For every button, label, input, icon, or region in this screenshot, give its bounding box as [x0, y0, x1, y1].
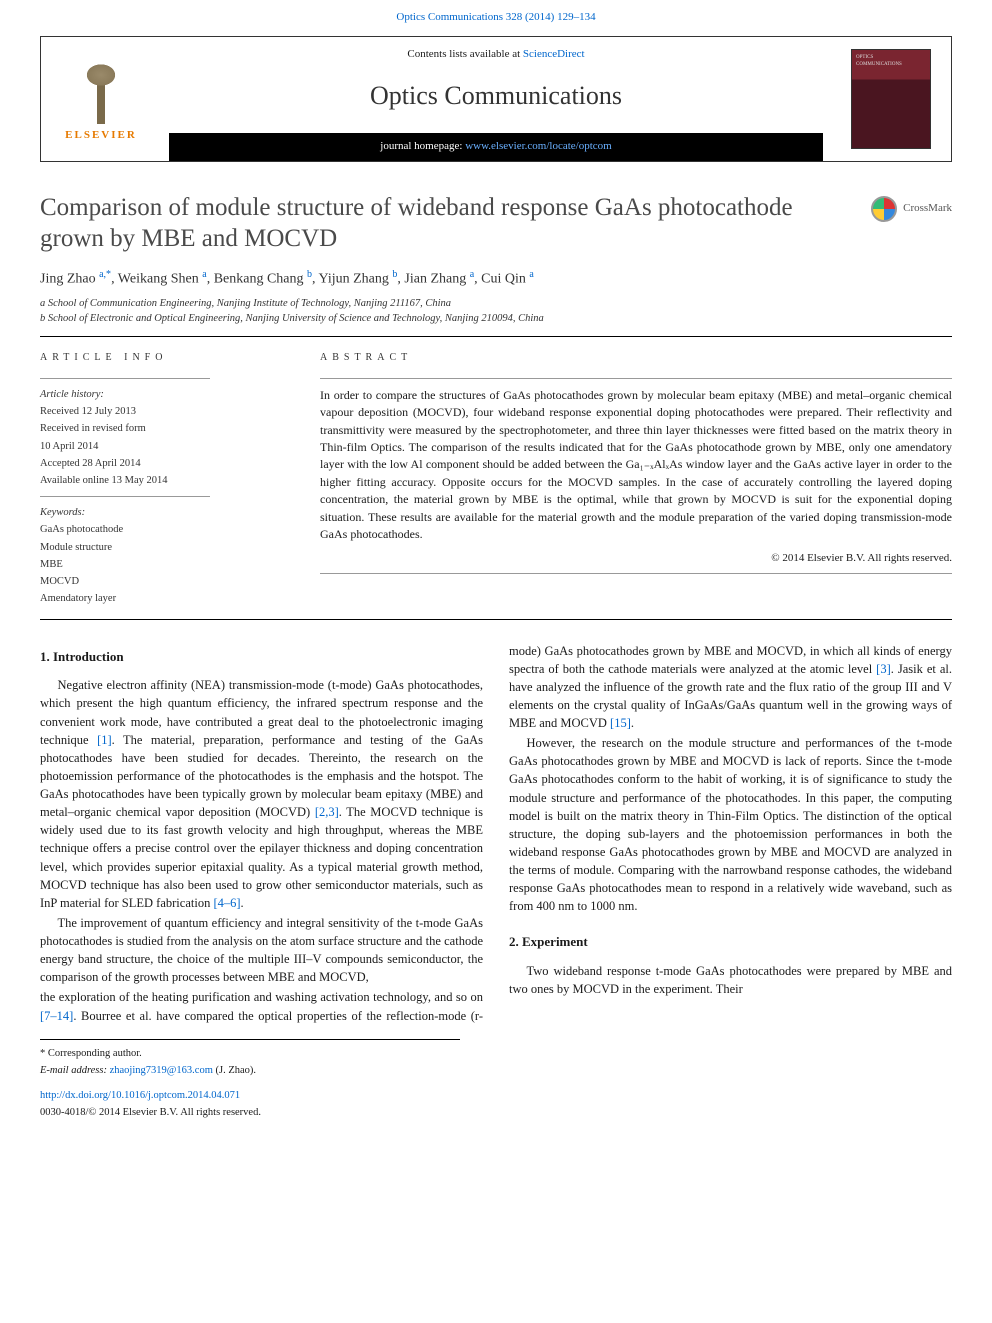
intro-para-2: The improvement of quantum efficiency an… [40, 914, 483, 987]
journal-cover-icon: OPTICS COMMUNICATIONS [851, 49, 931, 149]
history-received: Received 12 July 2013 [40, 404, 290, 419]
publisher-logo-cell: ELSEVIER [41, 37, 161, 161]
header-citation: Optics Communications 328 (2014) 129–134 [0, 0, 992, 30]
homepage-strip: journal homepage: www.elsevier.com/locat… [169, 133, 823, 161]
affiliation-b: b School of Electronic and Optical Engin… [40, 311, 952, 326]
rule-mid [40, 619, 952, 620]
article-info-heading: ARTICLE INFO [40, 351, 290, 366]
keyword-1: Module structure [40, 540, 290, 555]
abs-sep [320, 378, 952, 379]
keyword-2: MBE [40, 557, 290, 572]
affiliations: a School of Communication Engineering, N… [40, 296, 952, 326]
affiliation-a: a School of Communication Engineering, N… [40, 296, 952, 311]
info-sep-1 [40, 378, 210, 379]
history-label: Article history: [40, 387, 290, 402]
cover-label-bottom: COMMUNICATIONS [856, 61, 926, 68]
banner-center: Contents lists available at ScienceDirec… [161, 37, 831, 161]
journal-cover-cell: OPTICS COMMUNICATIONS [831, 37, 951, 161]
abstract-block: ABSTRACT In order to compare the structu… [320, 351, 952, 608]
journal-banner: ELSEVIER Contents lists available at Sci… [40, 36, 952, 162]
sciencedirect-link[interactable]: ScienceDirect [523, 48, 585, 60]
footer-block: * Corresponding author. E-mail address: … [40, 1039, 460, 1121]
article-info: ARTICLE INFO Article history: Received 1… [40, 351, 290, 608]
elsevier-name: ELSEVIER [65, 128, 137, 144]
journal-name: Optics Communications [169, 77, 823, 115]
email-suffix: (J. Zhao). [213, 1065, 256, 1076]
info-abstract-row: ARTICLE INFO Article history: Received 1… [40, 351, 952, 608]
header-citation-link[interactable]: Optics Communications 328 (2014) 129–134 [396, 11, 595, 23]
homepage-label: journal homepage: [380, 140, 465, 152]
history-revised-1: Received in revised form [40, 421, 290, 436]
keywords-label: Keywords: [40, 505, 290, 520]
authors-line: Jing Zhao a,*, Weikang Shen a, Benkang C… [40, 268, 952, 290]
keyword-0: GaAs photocathode [40, 522, 290, 537]
abstract-copyright: © 2014 Elsevier B.V. All rights reserved… [320, 551, 952, 567]
contents-line-text: Contents lists available at [407, 48, 522, 60]
elsevier-tree-icon [66, 54, 136, 124]
intro-para-4: However, the research on the module stru… [509, 734, 952, 915]
elsevier-logo[interactable]: ELSEVIER [65, 54, 137, 144]
crossmark-label: CrossMark [903, 201, 952, 217]
exp-para-1: Two wideband response t-mode GaAs photoc… [509, 962, 952, 998]
crossmark-widget[interactable]: CrossMark [871, 196, 952, 222]
history-revised-2: 10 April 2014 [40, 439, 290, 454]
rule-top [40, 336, 952, 337]
paper-title: Comparison of module structure of wideba… [40, 192, 952, 255]
info-sep-2 [40, 496, 210, 497]
contents-line: Contents lists available at ScienceDirec… [169, 47, 823, 63]
abs-sep-bottom [320, 573, 952, 574]
email-line: E-mail address: zhaojing7319@163.com (J.… [40, 1063, 460, 1078]
doi-link[interactable]: http://dx.doi.org/10.1016/j.optcom.2014.… [40, 1090, 240, 1101]
keyword-3: MOCVD [40, 574, 290, 589]
keyword-4: Amendatory layer [40, 591, 290, 606]
intro-para-1: Negative electron affinity (NEA) transmi… [40, 676, 483, 912]
corresponding-author: * Corresponding author. [40, 1046, 460, 1061]
title-block: Comparison of module structure of wideba… [40, 192, 952, 255]
history-accepted: Accepted 28 April 2014 [40, 456, 290, 471]
section-exp-heading: 2. Experiment [509, 933, 952, 952]
history-online: Available online 13 May 2014 [40, 473, 290, 488]
crossmark-icon [871, 196, 897, 222]
cover-label-top: OPTICS [856, 54, 926, 61]
section-intro-heading: 1. Introduction [40, 648, 483, 667]
body-columns: 1. Introduction Negative electron affini… [40, 642, 952, 1025]
email-label: E-mail address: [40, 1065, 110, 1076]
abstract-heading: ABSTRACT [320, 351, 952, 366]
issn-line: 0030-4018/© 2014 Elsevier B.V. All right… [40, 1105, 460, 1120]
abstract-text: In order to compare the structures of Ga… [320, 387, 952, 544]
email-link[interactable]: zhaojing7319@163.com [110, 1065, 213, 1076]
homepage-link[interactable]: www.elsevier.com/locate/optcom [465, 140, 612, 152]
